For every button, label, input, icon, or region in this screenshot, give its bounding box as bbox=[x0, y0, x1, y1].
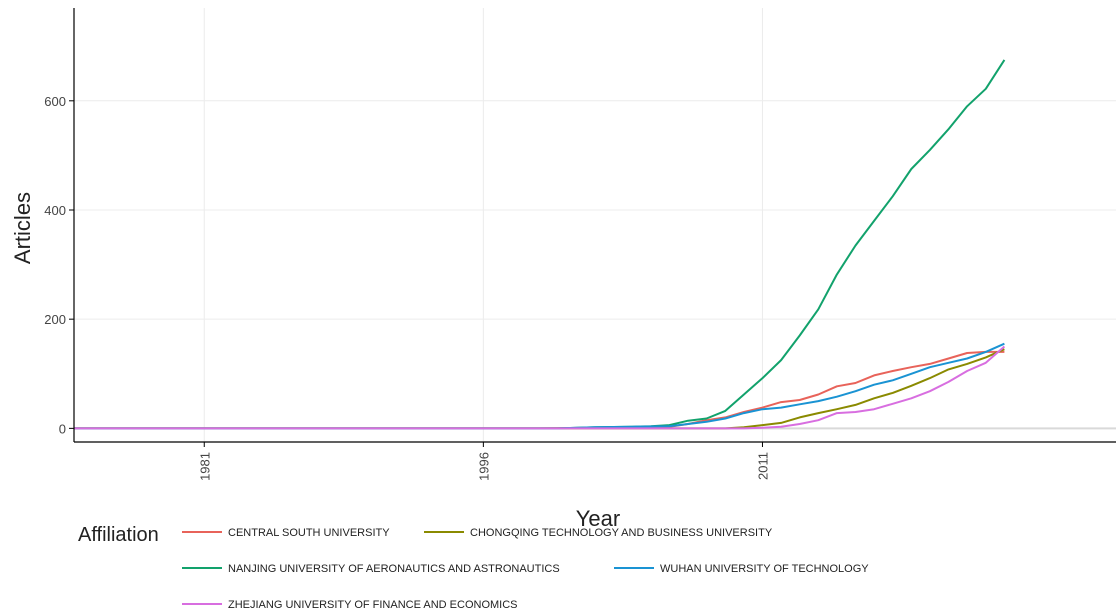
y-axis-title: Articles bbox=[10, 192, 35, 264]
y-tick-label: 400 bbox=[44, 203, 66, 218]
series-line-2 bbox=[74, 59, 1006, 430]
y-tick-label: 600 bbox=[44, 94, 66, 109]
grid-lines bbox=[74, 8, 1116, 442]
series-line-4 bbox=[74, 345, 1006, 430]
legend-title: Affiliation bbox=[78, 524, 159, 546]
series-line-0 bbox=[74, 350, 1005, 430]
series-lines bbox=[74, 59, 1006, 430]
y-tick-label: 200 bbox=[44, 312, 66, 327]
legend-label-3: WUHAN UNIVERSITY OF TECHNOLOGY bbox=[660, 563, 869, 575]
series-line-3 bbox=[74, 342, 1005, 430]
legend: Affiliation CENTRAL SOUTH UNIVERSITY CHONG… bbox=[78, 524, 869, 611]
legend-label-1: CHONGQING TECHNOLOGY AND BUSINESS UNIVER… bbox=[470, 527, 773, 539]
legend-label-2: NANJING UNIVERSITY OF AERONAUTICS AND AS… bbox=[228, 563, 560, 575]
y-tick-label: 0 bbox=[59, 421, 66, 436]
legend-label-0: CENTRAL SOUTH UNIVERSITY bbox=[228, 527, 390, 539]
x-tick-label: 1981 bbox=[197, 452, 212, 481]
axes: 0 200 400 600 1981 1996 2011 Year Articles bbox=[10, 8, 1116, 531]
x-axis-title: Year bbox=[576, 506, 620, 531]
legend-label-4: ZHEJIANG UNIVERSITY OF FINANCE AND ECONO… bbox=[228, 599, 518, 611]
x-tick-label: 2011 bbox=[755, 452, 770, 480]
x-tick-label: 1996 bbox=[476, 452, 491, 481]
